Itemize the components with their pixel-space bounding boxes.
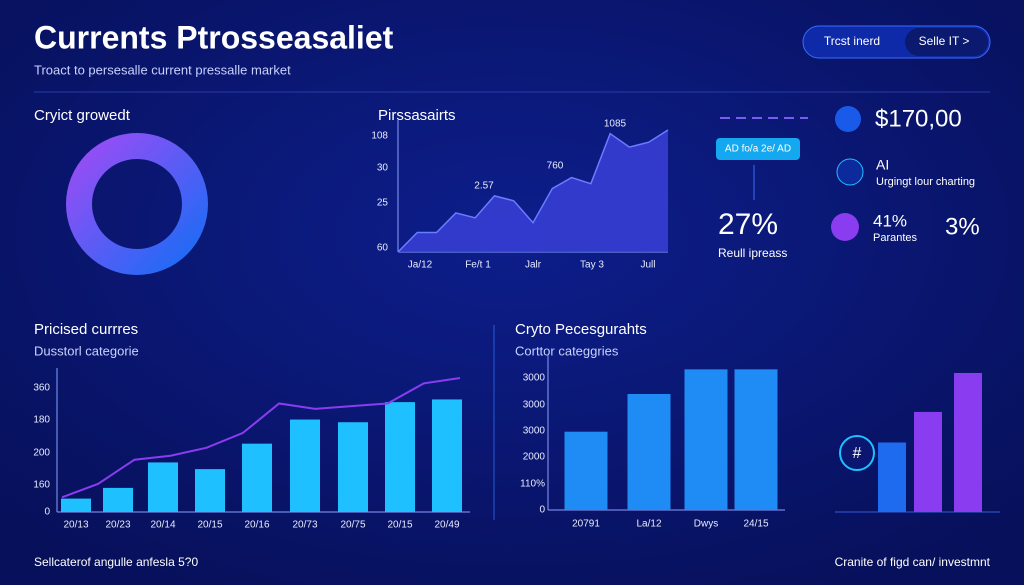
line [61, 377, 461, 499]
pct2: 41% [873, 211, 907, 230]
y-tick-label: 108 [371, 131, 388, 142]
y-tick-label: 3000 [523, 373, 546, 384]
bar [734, 369, 778, 510]
chart-title: Pricised currres [34, 321, 138, 338]
y-tick-label: 25 [377, 198, 389, 209]
amount: $170,00 [875, 105, 962, 132]
y-tick-label: 0 [539, 505, 545, 516]
bar [564, 431, 608, 510]
x-tick-label: 20791 [572, 519, 600, 530]
big-pct-label: Reull ipreass [718, 246, 787, 260]
x-tick-label: 20/15 [387, 520, 412, 531]
y-tick-label: 110% [520, 479, 545, 490]
x-tick-label: 20/73 [292, 520, 317, 531]
y-tick-label: 3000 [523, 400, 546, 411]
y-tick-label: 2000 [523, 452, 546, 463]
big-pct: 27% [718, 208, 778, 241]
icon [836, 158, 864, 186]
ai: AI [876, 157, 889, 173]
pct2-label: Parantes [873, 232, 918, 244]
y-tick-label: 30 [377, 163, 389, 174]
y-tick-label: 0 [44, 507, 50, 518]
y-tick-label: 180 [33, 415, 50, 426]
footer: Sellcaterof angulle anfesla 5?0 [34, 555, 198, 569]
y-tick-label: 160 [33, 480, 50, 491]
subtitle: Troact to persesalle current pressalle m… [34, 62, 291, 77]
bar [148, 462, 178, 512]
chart-title: Pirssasairts [378, 107, 456, 124]
bar [103, 487, 133, 512]
chart-subtitle: Corttor categgries [515, 343, 619, 358]
bar [385, 402, 415, 512]
icon-text: # [853, 445, 862, 462]
x-tick-label: Jalr [525, 260, 542, 271]
button[interactable]: Trcst inerd [824, 34, 880, 48]
tag-box [716, 138, 800, 160]
donut [66, 133, 208, 275]
x-tick-label: 20/13 [63, 520, 88, 531]
y-tick-label: 60 [377, 243, 389, 254]
panel-title: Cryict growedt [34, 107, 131, 124]
x-tick-label: 20/49 [434, 520, 459, 531]
x-tick-label: Dwys [694, 519, 718, 530]
x-tick-label: Fe/t 1 [465, 260, 491, 271]
x-tick-label: 20/15 [197, 520, 222, 531]
y-tick-label: 3000 [523, 426, 546, 437]
bar [195, 469, 225, 512]
tag: AD fo/a 2e/ AD [725, 144, 791, 155]
bar [914, 411, 942, 512]
x-tick-label: La/12 [636, 519, 661, 530]
x-tick-label: 24/15 [743, 519, 768, 530]
x-tick-label: 20/16 [244, 520, 269, 531]
annotation: 760 [547, 161, 564, 172]
chart-title: Cryto Pecesgurahts [515, 321, 647, 338]
pct3: 3% [945, 213, 980, 240]
title: Currents Ptrosseasaliet [34, 19, 394, 55]
bar [684, 369, 728, 510]
button[interactable]: Selle IT > [919, 34, 970, 48]
x-tick-label: Ja/12 [408, 260, 433, 271]
ai-label: Urgingt lour charting [876, 176, 975, 188]
x-tick-label: 20/14 [150, 520, 175, 531]
footer: Cranite of figd can/ investmnt [835, 555, 991, 569]
chart-subtitle: Dusstorl categorie [34, 343, 139, 358]
x-tick-label: 20/23 [105, 520, 130, 531]
bar [242, 443, 272, 512]
annotation: 1085 [604, 119, 627, 130]
line [397, 129, 669, 253]
bar [338, 422, 368, 512]
icon [835, 106, 861, 132]
bar [627, 394, 671, 510]
toggle-right[interactable] [905, 28, 988, 56]
y-tick-label: 200 [33, 448, 50, 459]
icon [831, 213, 859, 241]
icon [839, 435, 875, 471]
bar [878, 442, 906, 512]
bar [954, 373, 982, 512]
bar [61, 498, 91, 512]
x-tick-label: Jull [640, 260, 655, 271]
bar [432, 399, 462, 512]
y-tick-label: 360 [33, 383, 50, 394]
x-tick-label: 20/75 [340, 520, 365, 531]
annotation: 2.57 [474, 181, 494, 192]
x-tick-label: Tay 3 [580, 260, 604, 271]
bar [290, 419, 320, 512]
